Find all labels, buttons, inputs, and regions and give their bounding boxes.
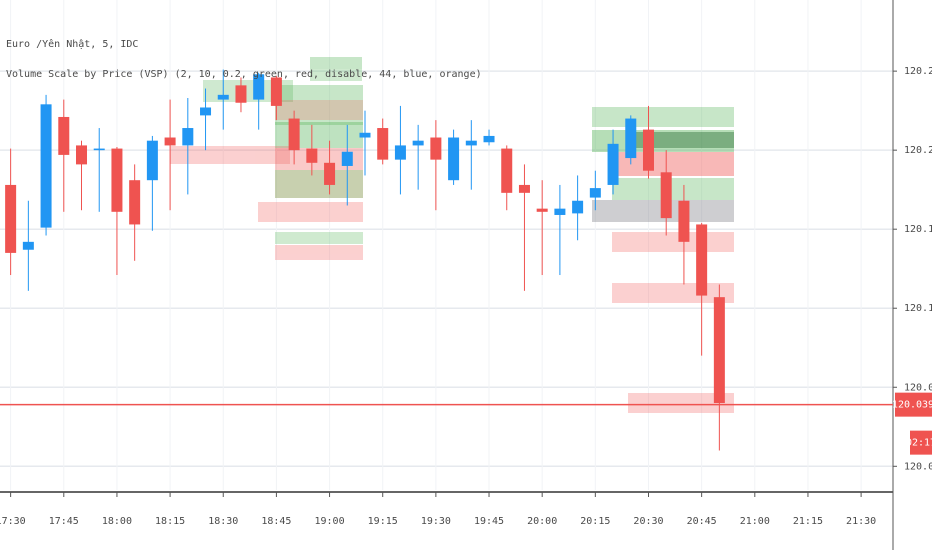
- candle-body: [607, 143, 619, 185]
- volume-box: [628, 393, 734, 413]
- x-tick-label: 19:30: [421, 516, 451, 527]
- x-tick-label: 17:45: [49, 516, 79, 527]
- candle-body: [696, 224, 708, 296]
- y-tick-label: 120.200: [904, 145, 932, 156]
- x-tick-label: 18:15: [155, 516, 185, 527]
- candle-body: [5, 184, 17, 253]
- candle-body: [625, 118, 637, 159]
- volume-box: [275, 170, 363, 198]
- candle-body: [200, 107, 212, 116]
- candle-body: [22, 241, 34, 250]
- y-tick-label: 120.000: [904, 461, 932, 472]
- y-tick-label: 120.250: [904, 66, 932, 77]
- candle-body: [642, 129, 654, 171]
- volume-box: [170, 146, 290, 164]
- y-tick-label: 120.150: [904, 224, 932, 235]
- x-tick-label: 20:45: [687, 516, 717, 527]
- x-tick-label: 21:15: [793, 516, 823, 527]
- candle-body: [394, 145, 406, 160]
- candle-body: [713, 297, 725, 404]
- y-tick-label: 120.050: [904, 382, 932, 393]
- countdown-badge: [910, 430, 932, 455]
- x-tick-label: 17:30: [0, 516, 26, 527]
- candle-body: [146, 140, 158, 181]
- x-tick-label: 20:30: [633, 516, 663, 527]
- candle-body: [554, 208, 566, 215]
- x-tick-label: 18:45: [261, 516, 291, 527]
- candle-body: [341, 151, 353, 166]
- candle-body: [465, 140, 477, 146]
- candle-body: [40, 104, 52, 228]
- x-tick-label: 19:15: [368, 516, 398, 527]
- candle-body: [235, 85, 247, 103]
- candle-body: [182, 128, 194, 146]
- candle-body: [660, 172, 672, 219]
- volume-box: [612, 178, 734, 200]
- countdown-label: 02:17: [906, 438, 932, 449]
- candle-body: [129, 180, 141, 225]
- volume-box: [612, 232, 734, 252]
- candle-body: [536, 208, 548, 212]
- candle-body: [253, 74, 265, 100]
- volume-box: [258, 202, 363, 222]
- candle-body: [217, 94, 229, 100]
- candles: [5, 69, 725, 451]
- candle-body: [76, 145, 88, 165]
- volume-profile: [170, 57, 734, 413]
- candle-body: [377, 128, 389, 160]
- candle-body: [678, 200, 690, 242]
- candle-body: [518, 184, 530, 193]
- x-tick-label: 18:00: [102, 516, 132, 527]
- candle-body: [58, 116, 70, 155]
- volume-box: [310, 57, 362, 69]
- x-tick-label: 19:00: [315, 516, 345, 527]
- x-tick-label: 21:00: [740, 516, 770, 527]
- volume-box: [275, 148, 363, 170]
- volume-box: [632, 132, 734, 148]
- last-price-label: 120.039: [892, 400, 932, 411]
- x-tick-label: 20:15: [580, 516, 610, 527]
- candle-body: [306, 148, 318, 163]
- volume-box: [275, 100, 363, 120]
- candle-body: [483, 135, 495, 143]
- volume-box: [310, 69, 362, 81]
- candle-body: [430, 137, 442, 160]
- candle-body: [572, 200, 584, 214]
- x-tick-label: 20:00: [527, 516, 557, 527]
- candle-body: [111, 148, 123, 212]
- x-tick-label: 19:45: [474, 516, 504, 527]
- volume-box: [275, 245, 363, 260]
- x-tick-label: 18:30: [208, 516, 238, 527]
- candle-body: [501, 148, 513, 193]
- volume-box: [592, 107, 734, 127]
- candle-body: [270, 77, 282, 106]
- candle-body: [288, 118, 300, 151]
- last-price-badge: [895, 392, 932, 417]
- candle-body: [164, 137, 176, 146]
- volume-box: [275, 232, 363, 244]
- candle-body: [324, 162, 336, 185]
- candle-body: [589, 188, 601, 198]
- candle-body: [93, 148, 105, 151]
- y-tick-label: 120.100: [904, 303, 932, 314]
- chart-title: Euro /Yên Nhật, 5, IDC: [6, 38, 138, 50]
- volume-box: [275, 122, 363, 148]
- candle-body: [412, 140, 424, 146]
- indicator-label: Volume Scale by Price (VSP) (2, 10, 0.2,…: [6, 69, 482, 80]
- candle-body: [359, 132, 371, 138]
- volume-box: [275, 85, 363, 125]
- x-tick-label: 21:30: [846, 516, 876, 527]
- candle-body: [448, 137, 460, 181]
